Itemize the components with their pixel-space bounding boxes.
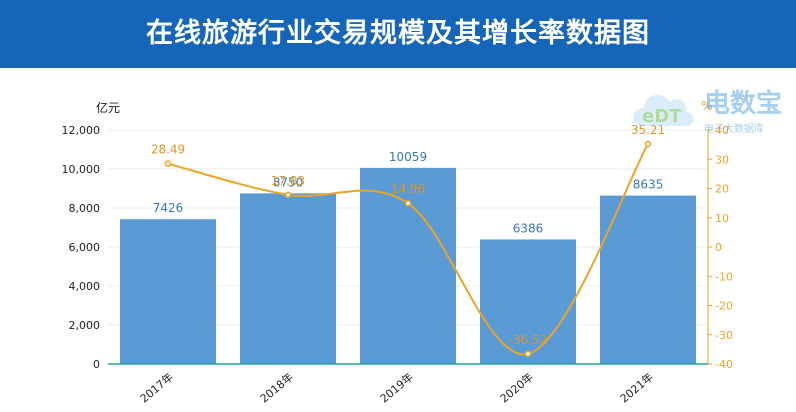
x-tick-label: 2018年 xyxy=(257,370,296,406)
bar-value-label: 8750 xyxy=(273,175,304,189)
y-left-tick-label: 6,000 xyxy=(69,241,101,254)
y-left-tick-label: 2,000 xyxy=(69,319,101,332)
growth-value-label: 35.21 xyxy=(631,123,665,137)
bar xyxy=(360,167,456,364)
x-tick-label: 2019年 xyxy=(377,370,416,406)
y-right-tick-label: -10 xyxy=(715,270,733,283)
y-right-tick-label: -40 xyxy=(715,358,733,371)
growth-value-label: -36.52 xyxy=(509,333,548,347)
growth-line-series xyxy=(164,140,652,358)
bar-series xyxy=(120,167,696,364)
growth-point xyxy=(644,140,652,148)
bar xyxy=(240,193,336,364)
brand-logo: eDT 电数宝 电子大数据库 xyxy=(633,88,782,135)
y-right-tick-label: 10 xyxy=(715,212,729,225)
bar-value-label: 6386 xyxy=(513,221,544,235)
growth-value-label: 14.96 xyxy=(391,182,425,196)
bar xyxy=(480,239,576,364)
data-labels: 7426 8750 10059 6386 8635 28.49 17.83 14.96 -36.… xyxy=(151,123,665,347)
y-right-tick-label: 30 xyxy=(715,153,729,166)
chart: 0 2,000 4,000 6,000 8,000 10,000 12,000 -40 -30 -… xyxy=(62,99,733,406)
logo-mark-text: eDT xyxy=(642,106,682,127)
growth-point xyxy=(284,191,292,199)
growth-point xyxy=(404,199,412,207)
growth-point xyxy=(164,160,172,167)
y-left-tick-label: 8,000 xyxy=(69,202,101,215)
y-right-tick-label: -20 xyxy=(715,300,733,313)
y-left-tick-label: 10,000 xyxy=(62,163,101,176)
bar xyxy=(600,195,696,364)
y-left-tick-label: 12,000 xyxy=(62,124,101,137)
y-left-tick-label: 0 xyxy=(93,358,100,371)
title-banner: 在线旅游行业交易规模及其增长率数据图 xyxy=(0,0,796,68)
y-right-axis-title: % xyxy=(701,99,712,113)
growth-point xyxy=(524,350,532,358)
y-right-tick-label: 20 xyxy=(715,183,729,196)
logo-main-text: 电数宝 xyxy=(704,88,782,119)
chart-title: 在线旅游行业交易规模及其增长率数据图 xyxy=(146,18,650,49)
y-right-tick-label: 0 xyxy=(715,241,722,254)
growth-value-label: 17.83 xyxy=(271,174,305,188)
x-tick-label: 2021年 xyxy=(617,370,656,406)
bar-value-label: 10059 xyxy=(389,150,427,164)
y-left-axis-title: 亿元 xyxy=(96,100,120,115)
bar-value-label: 8635 xyxy=(633,178,664,192)
bar xyxy=(120,219,216,364)
y-right-tick-label: -30 xyxy=(715,329,733,342)
growth-line xyxy=(167,143,649,356)
growth-value-label: 28.49 xyxy=(151,143,185,157)
y-right-tick-label: 40 xyxy=(715,124,729,137)
x-tick-label: 2017年 xyxy=(137,370,176,406)
logo-sub-text: 电子大数据库 xyxy=(704,122,764,135)
bar-value-label: 7426 xyxy=(153,201,184,215)
x-tick-label: 2020年 xyxy=(497,370,536,406)
y-left-tick-label: 4,000 xyxy=(69,280,101,293)
